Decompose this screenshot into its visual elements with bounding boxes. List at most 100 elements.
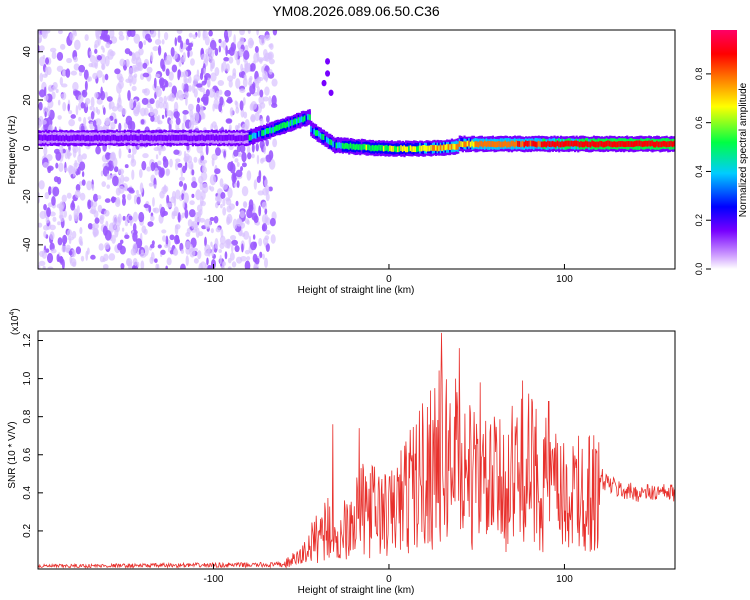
heatmap-signal-cell [512, 140, 515, 147]
heatmap-noise-cell [138, 41, 143, 49]
heatmap-signal-cell [553, 141, 556, 148]
heatmap-noise-cell [56, 51, 64, 61]
heatmap-signal-cell [60, 135, 63, 142]
heatmap-noise-cell [169, 158, 173, 168]
heatmap-signal-cell [371, 145, 375, 151]
heatmap-noise-cell [182, 110, 189, 115]
heatmap-noise-cell [138, 168, 143, 179]
heatmap-signal-cell [142, 135, 146, 141]
heatmap-signal-cell [488, 141, 491, 147]
heatmap-noise-cell [150, 115, 155, 122]
heatmap-signal-cell [231, 134, 234, 141]
heatmap-signal-cell [144, 134, 147, 141]
heatmap-noise-cell [209, 174, 217, 186]
heatmap-noise-cell [184, 209, 189, 219]
heatmap-noise-cell [49, 224, 56, 231]
heatmap-noise-cell [241, 243, 244, 253]
heatmap-noise-cell [210, 72, 217, 82]
heatmap-signal-cell [392, 146, 395, 152]
heatmap-noise-cell [218, 45, 221, 53]
heatmap-signal-cell [477, 141, 480, 148]
snr-multiplier-prefix: (x10 [10, 315, 21, 335]
heatmap-noise-cell [205, 48, 211, 55]
heatmap-signal-cell [54, 135, 57, 141]
heatmap-noise-cell [204, 36, 210, 46]
heatmap-noise-cell [243, 74, 247, 81]
heatmap-signal-cell [81, 134, 84, 141]
heatmap-signal-cell [370, 145, 373, 152]
snr-y-tick-label: 0.8 [22, 409, 33, 423]
heatmap-noise-cell [165, 235, 169, 247]
heatmap-noise-cell [89, 54, 96, 63]
snr-y-tick-label: 0.6 [22, 447, 33, 461]
heatmap-signal-cell [112, 134, 116, 141]
heatmap-noise-cell [201, 183, 209, 194]
heatmap-noise-cell [258, 95, 265, 105]
heatmap-noise-cell [211, 153, 218, 161]
heatmap-noise-cell [43, 146, 48, 156]
heatmap-noise-cell [90, 199, 94, 209]
heatmap-signal-cell [409, 145, 412, 152]
heatmap-noise-cell [104, 230, 112, 241]
heatmap-signal-cell [348, 144, 351, 150]
heatmap-noise-cell [89, 50, 93, 56]
heatmap-noise-cell [189, 109, 194, 118]
heatmap-noise-cell [74, 30, 77, 37]
heatmap-noise-cell [200, 53, 208, 60]
heatmap-noise-cell [246, 92, 252, 97]
heatmap-noise-cell [100, 170, 104, 177]
heatmap-signal-cell [201, 134, 204, 141]
heatmap-noise-cell [215, 227, 221, 233]
heatmap-noise-cell [253, 241, 258, 249]
heatmap-signal-cell [665, 141, 668, 148]
heatmap-noise-cell [116, 73, 123, 81]
heatmap-signal-cell [465, 141, 468, 148]
heatmap-noise-cell [59, 43, 66, 50]
heatmap-noise-cell [55, 88, 59, 94]
heatmap-signal-cell [232, 134, 236, 141]
snr-series-line [38, 332, 675, 569]
heatmap-noise-cell [183, 192, 189, 204]
heatmap-signal-cell [485, 141, 488, 148]
heatmap-signal-cell [460, 141, 463, 147]
heatmap-noise-cell [117, 80, 124, 90]
snr-y-tick-label: 1.0 [22, 371, 33, 385]
spectrogram-x-tick-label: -100 [203, 274, 223, 285]
heatmap-noise-cell [62, 234, 68, 245]
heatmap-spike-cell [321, 79, 327, 87]
heatmap-signal-cell [264, 129, 267, 135]
heatmap-noise-cell [258, 237, 263, 247]
heatmap-noise-cell [182, 83, 189, 94]
heatmap-signal-cell [430, 144, 433, 151]
heatmap-noise-cell [224, 35, 229, 43]
heatmap-noise-cell [43, 162, 49, 169]
heatmap-signal-cell [379, 145, 382, 151]
heatmap-signal-cell [224, 134, 228, 141]
heatmap-noise-cell [171, 64, 178, 73]
heatmap-noise-cell [78, 116, 82, 122]
heatmap-signal-cell [101, 134, 104, 141]
heatmap-noise-cell [240, 255, 247, 262]
heatmap-signal-cell [346, 143, 349, 149]
heatmap-noise-cell [193, 156, 198, 163]
heatmap-noise-cell [152, 196, 155, 207]
heatmap-signal-cell [68, 135, 71, 142]
heatmap-noise-cell [92, 193, 99, 202]
heatmap-signal-cell [318, 130, 321, 137]
heatmap-signal-cell [48, 135, 51, 141]
heatmap-signal-cell [359, 144, 362, 150]
heatmap-signal-cell [310, 126, 313, 132]
heatmap-signal-cell [425, 145, 428, 152]
heatmap-noise-cell [122, 215, 126, 221]
heatmap-noise-cell [55, 162, 59, 169]
heatmap-noise-cell [204, 236, 207, 247]
heatmap-signal-cell [313, 128, 316, 135]
colorbar-tick-label: 0.8 [694, 68, 704, 81]
heatmap-noise-cell [38, 30, 41, 35]
heatmap-signal-cell [248, 134, 251, 141]
heatmap-noise-cell [188, 75, 192, 84]
heatmap-noise-cell [256, 76, 262, 84]
heatmap-noise-cell [248, 199, 254, 210]
heatmap-noise-cell [152, 207, 157, 213]
heatmap-noise-cell [61, 259, 65, 269]
